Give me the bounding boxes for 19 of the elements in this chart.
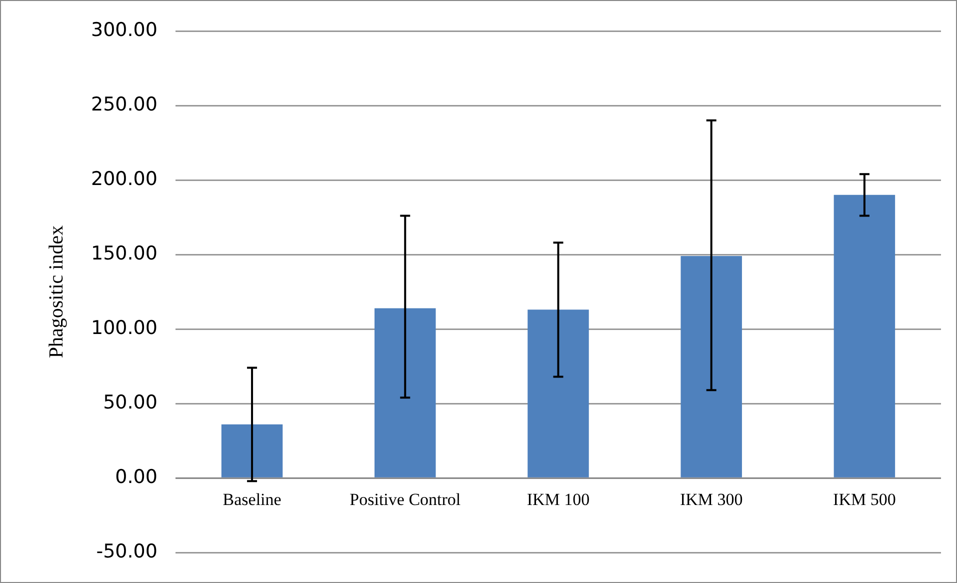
x-tick-label: IKM 500 (833, 490, 896, 509)
x-tick-label: Baseline (222, 490, 282, 509)
y-tick-label: 50.00 (103, 392, 158, 414)
bar (528, 310, 589, 478)
y-tick-label: 100.00 (90, 316, 158, 339)
bar (221, 424, 283, 478)
x-tick-label: Positive Control (350, 490, 461, 509)
x-tick-label: IKM 100 (526, 490, 590, 509)
y-tick-label: 200.00 (90, 168, 158, 190)
y-tick-label: -50.00 (96, 540, 158, 563)
bar (834, 194, 896, 478)
bar (680, 256, 742, 478)
x-tick-label: IKM 300 (680, 490, 743, 509)
y-axis-title: Phagositic index (45, 225, 68, 358)
y-tick-label: 250.00 (90, 93, 158, 116)
y-tick-label: 150.00 (90, 242, 158, 264)
y-tick-label: 300.00 (90, 18, 158, 41)
bar (374, 308, 436, 478)
y-tick-label: 0.00 (115, 466, 158, 488)
